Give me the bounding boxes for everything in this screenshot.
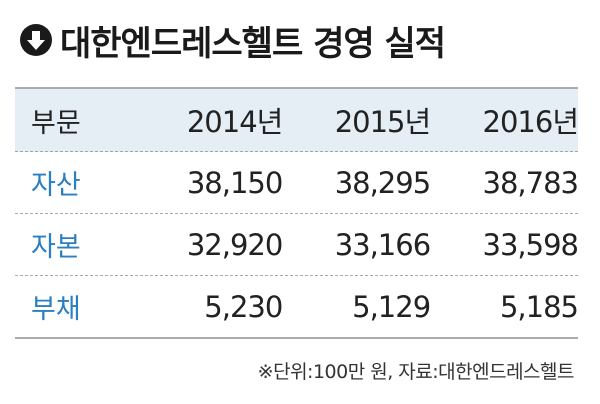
table-cell: 38,150 — [186, 165, 283, 200]
table-row: 자본 32,920 33,166 33,598 — [15, 214, 579, 276]
table-cell: 33,598 — [482, 227, 579, 262]
table-cell: 33,166 — [334, 227, 431, 262]
header-cell: 2014년 — [186, 105, 283, 139]
table-cell: 32,920 — [186, 227, 283, 262]
source-note: ※단위:100만 원, 자료:대한엔드레스헬트 — [257, 361, 575, 383]
header-cell: 2015년 — [334, 105, 431, 139]
results-table: 부문 2014년 2015년 2016년 자산 38,150 38,295 38… — [15, 87, 579, 339]
title: 대한엔드레스헬트 경영 실적 — [20, 18, 446, 64]
table-row: 자산 38,150 38,295 38,783 — [15, 152, 579, 214]
table-cell: 38,783 — [482, 165, 579, 200]
arrow-down-circle-icon — [20, 24, 52, 56]
row-label: 자본 — [31, 232, 81, 263]
header-cell: 2016년 — [482, 105, 579, 139]
table-cell: 5,129 — [352, 289, 431, 324]
table-header: 부문 2014년 2015년 2016년 — [15, 87, 579, 152]
table-cell: 5,185 — [499, 289, 579, 324]
table-cell: 38,295 — [334, 165, 431, 200]
table-cell: 5,230 — [204, 289, 283, 324]
header-cell: 부문 — [31, 107, 81, 139]
table-row: 부채 5,230 5,129 5,185 — [15, 276, 579, 339]
row-label: 자산 — [31, 170, 81, 201]
row-label: 부채 — [31, 294, 81, 325]
title-text: 대한엔드레스헬트 경영 실적 — [60, 23, 446, 64]
